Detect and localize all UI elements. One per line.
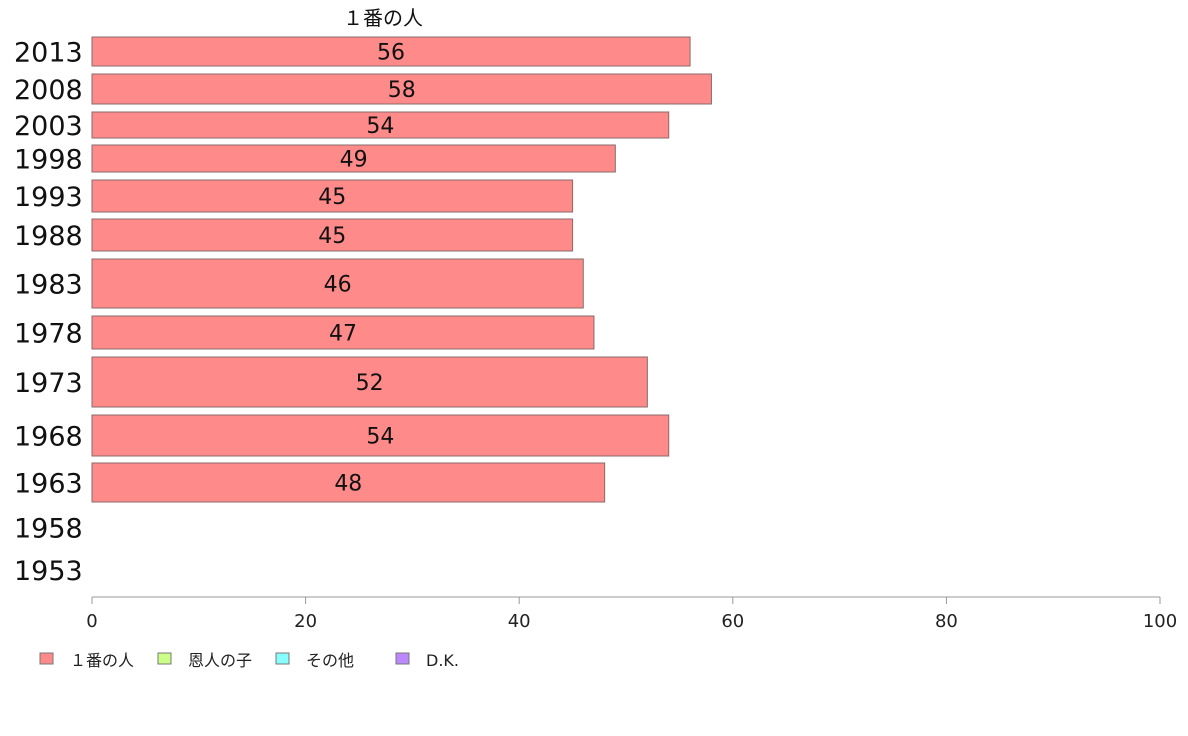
bar-2013-series-0 bbox=[91, 36, 691, 67]
data-label-1968: 54 bbox=[366, 425, 394, 450]
year-label-1968: 1968 bbox=[14, 422, 83, 453]
year-label-1983: 1983 bbox=[14, 270, 83, 301]
year-label-2008: 2008 bbox=[14, 75, 83, 106]
legend-swatch-2 bbox=[275, 652, 290, 665]
data-label-2013: 56 bbox=[377, 41, 405, 66]
bar-1973-series-0 bbox=[91, 356, 648, 408]
x-axis: 0 20 40 60 80 100 bbox=[86, 596, 1177, 632]
bar-2008-series-0 bbox=[91, 73, 712, 105]
data-label-1973: 52 bbox=[356, 371, 384, 396]
bar-1998-series-0 bbox=[91, 144, 616, 173]
x-tick-label-0: 0 bbox=[86, 611, 97, 632]
bar-1963-series-0 bbox=[91, 462, 606, 503]
x-tick-label-20: 20 bbox=[294, 611, 317, 632]
year-label-1978: 1978 bbox=[14, 319, 83, 350]
legend-label-0: １番の人 bbox=[70, 651, 134, 670]
series-top-label: １番の人 bbox=[343, 6, 423, 30]
year-label-2003: 2003 bbox=[14, 111, 83, 142]
year-label-2013: 2013 bbox=[14, 38, 83, 69]
year-label-1998: 1998 bbox=[14, 145, 83, 176]
data-label-2003: 54 bbox=[366, 114, 394, 139]
bar-1983-series-0 bbox=[91, 258, 584, 309]
legend-swatch-1 bbox=[157, 652, 172, 665]
data-label-1998: 49 bbox=[340, 148, 368, 173]
data-label-1993: 45 bbox=[318, 185, 346, 210]
year-label-1953: 1953 bbox=[14, 556, 83, 587]
bar-1968-series-0 bbox=[91, 414, 670, 457]
year-label-1958: 1958 bbox=[14, 514, 83, 545]
year-label-1973: 1973 bbox=[14, 368, 83, 399]
x-tick-label-100: 100 bbox=[1143, 611, 1177, 632]
legend-label-2: その他 bbox=[306, 651, 354, 670]
legend-label-1: 恩人の子 bbox=[188, 651, 252, 670]
legend-swatch-3 bbox=[395, 652, 410, 665]
x-tick-label-40: 40 bbox=[508, 611, 531, 632]
data-label-1983: 46 bbox=[324, 273, 352, 298]
legend: １番の人 恩人の子 その他 D.K. bbox=[39, 651, 459, 670]
x-tick-label-60: 60 bbox=[721, 611, 744, 632]
data-label-1963: 48 bbox=[334, 472, 362, 497]
bar-1993-series-0 bbox=[91, 179, 574, 213]
legend-swatch-0 bbox=[39, 652, 54, 665]
x-tick-label-80: 80 bbox=[935, 611, 958, 632]
year-label-1993: 1993 bbox=[14, 182, 83, 213]
data-label-1988: 45 bbox=[318, 224, 346, 249]
year-label-1963: 1963 bbox=[14, 469, 83, 500]
bar-2003-series-0 bbox=[91, 111, 670, 139]
year-label-1988: 1988 bbox=[14, 221, 83, 252]
bar-1988-series-0 bbox=[91, 218, 574, 252]
legend-label-3: D.K. bbox=[426, 651, 459, 670]
data-label-2008: 58 bbox=[388, 78, 416, 103]
bar-1978-series-0 bbox=[91, 315, 595, 350]
data-label-1978: 47 bbox=[329, 322, 357, 347]
